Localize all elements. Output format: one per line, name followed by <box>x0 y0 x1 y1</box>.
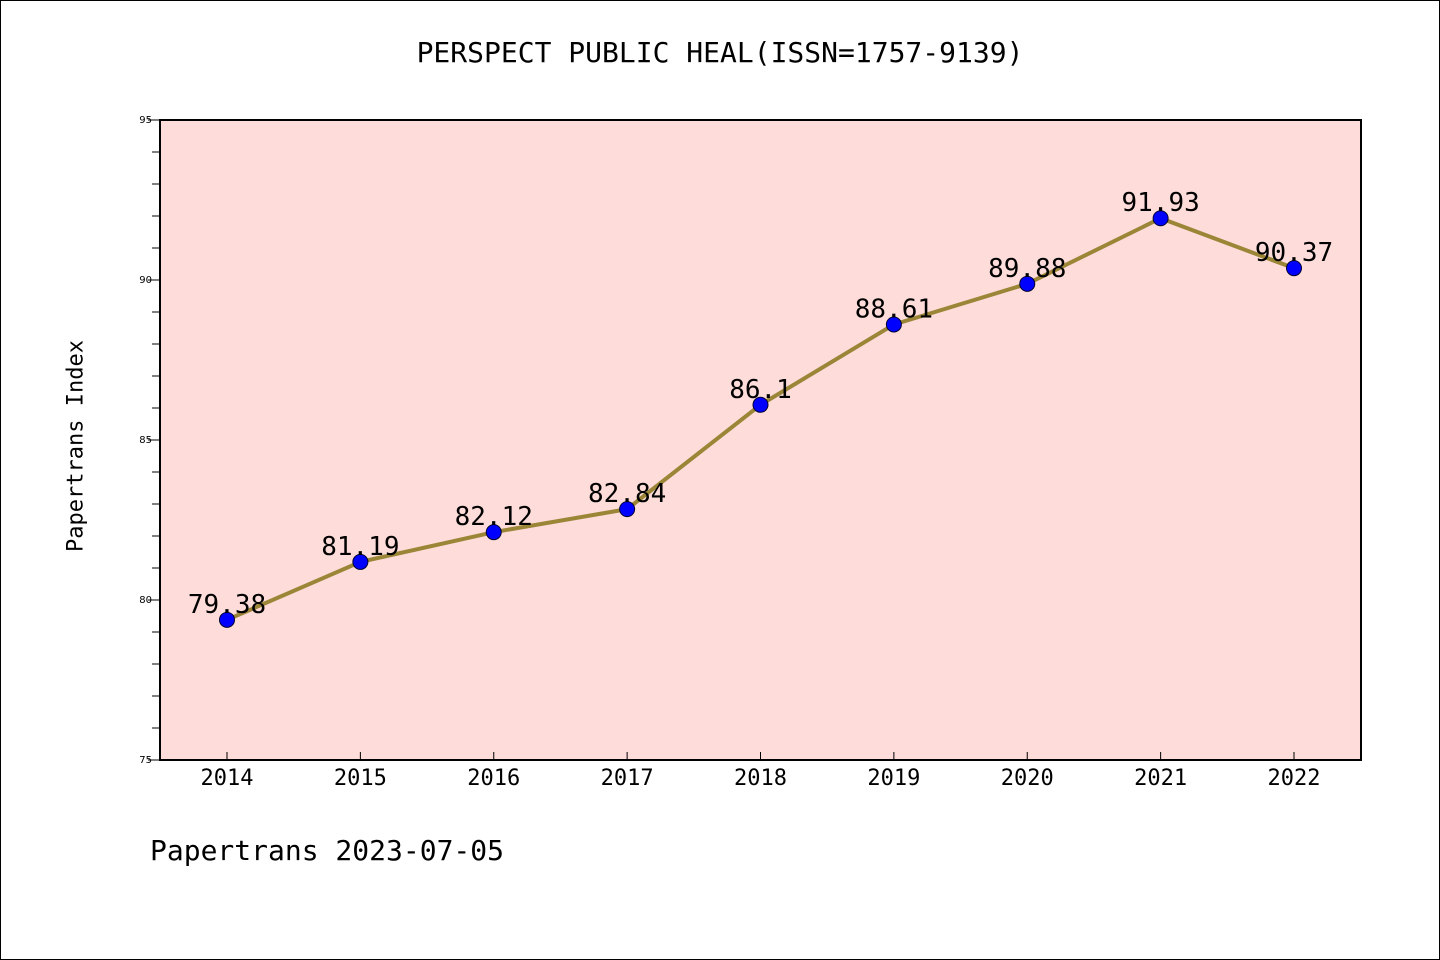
data-labels: 79.38 81.19 82.12 82.84 86.1 88.61 89.88 91.93 9… <box>188 188 1333 620</box>
x-axis-ticks: 2014 2015 2016 2017 2018 2019 2020 2021 2022 <box>201 752 1321 791</box>
data-label: 79.38 <box>188 590 266 620</box>
y-tick-label: 80 <box>139 595 152 606</box>
x-tick-label: 2015 <box>334 766 387 791</box>
data-label: 88.61 <box>855 294 933 324</box>
y-tick-label: 75 <box>139 755 152 766</box>
x-tick-label: 2018 <box>734 766 787 791</box>
data-label: 86.1 <box>729 375 792 405</box>
data-label: 81.19 <box>321 532 399 562</box>
data-label: 90.37 <box>1255 238 1333 268</box>
x-tick-label: 2016 <box>467 766 520 791</box>
data-point <box>1152 210 1169 227</box>
plot-area <box>160 120 1361 760</box>
x-tick-label: 2020 <box>1001 766 1054 791</box>
x-tick-label: 2014 <box>201 766 254 791</box>
y-tick-label: 85 <box>139 435 152 446</box>
data-point <box>752 396 769 413</box>
x-tick-label: 2022 <box>1268 766 1321 791</box>
x-tick-label: 2017 <box>601 766 654 791</box>
y-tick-label: 95 <box>139 115 152 126</box>
x-tick-label: 2019 <box>867 766 920 791</box>
data-label: 89.88 <box>988 254 1066 284</box>
data-point <box>1286 260 1302 277</box>
x-tick-label: 2021 <box>1134 766 1187 791</box>
data-markers <box>219 210 1302 628</box>
data-point <box>352 553 369 570</box>
data-label: 82.12 <box>455 502 533 532</box>
y-tick-label: 90 <box>139 275 152 286</box>
y-axis-ticks: 75 80 85 90 95 <box>139 115 160 766</box>
chart-title: PERSPECT PUBLIC HEAL(ISSN=1757-9139) <box>416 36 1024 69</box>
data-point <box>619 501 636 518</box>
data-point <box>219 611 235 628</box>
data-point <box>885 316 902 333</box>
data-point <box>485 524 502 541</box>
data-label: 82.84 <box>588 479 666 509</box>
footer-text: Papertrans 2023-07-05 <box>150 834 505 867</box>
data-point <box>1019 275 1036 292</box>
data-label: 91.93 <box>1121 188 1199 218</box>
plot-border <box>159 119 1362 761</box>
